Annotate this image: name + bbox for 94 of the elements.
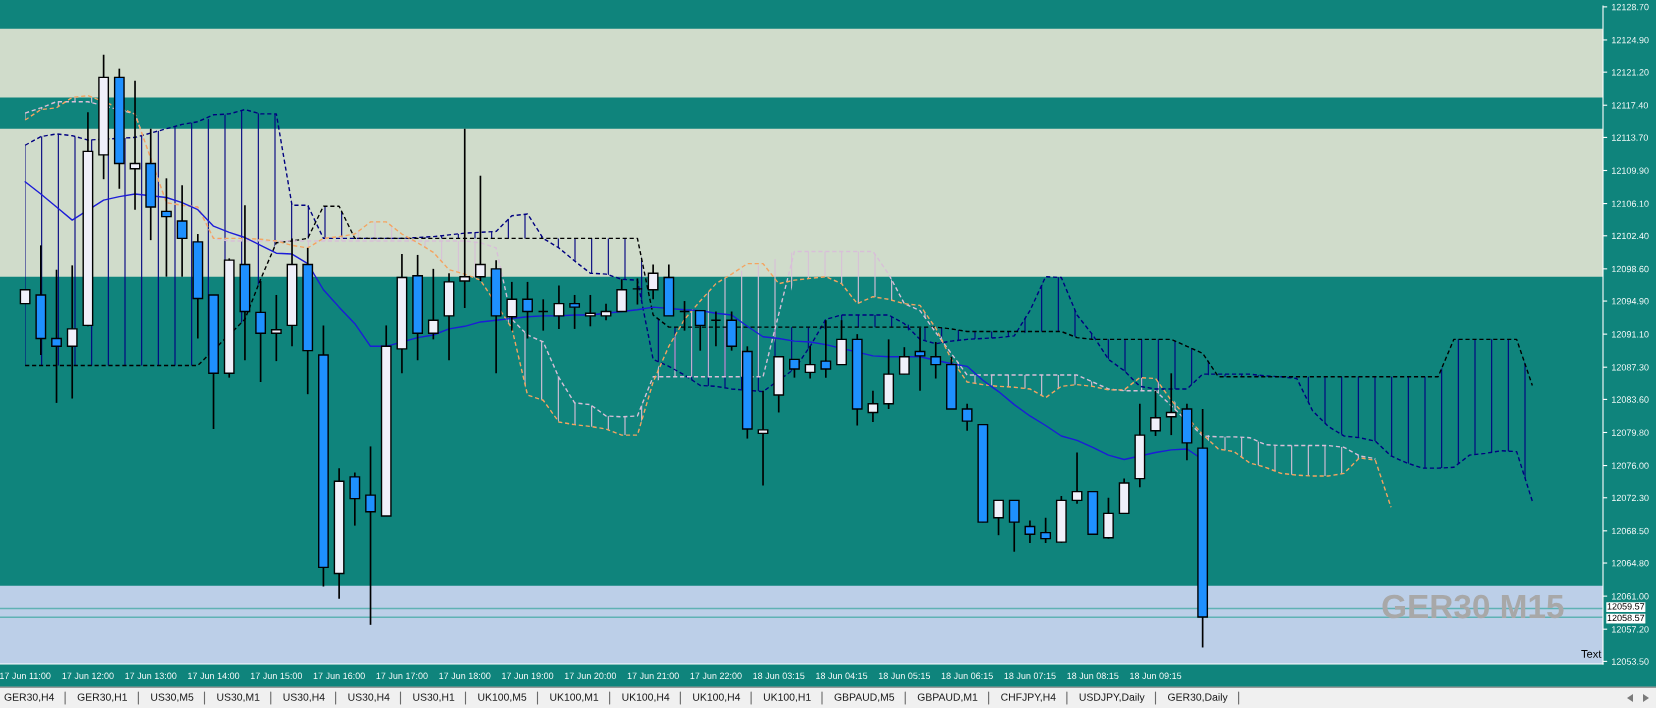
annotation: Text xyxy=(1581,650,1602,658)
y-tick-label: 12106.10 xyxy=(1612,200,1649,207)
y-tick-label: 12076.00 xyxy=(1612,462,1649,469)
x-tick-label: 18 Jun 08:15 xyxy=(1067,672,1119,679)
x-tick-label: 18 Jun 04:15 xyxy=(816,672,868,679)
candlestick xyxy=(647,263,659,301)
text: CHFJPY,H4 xyxy=(1001,693,1056,703)
candlestick xyxy=(270,294,282,362)
ref-line-label: 12058.57 xyxy=(1607,614,1645,622)
y-tick-label: 12094.90 xyxy=(1612,298,1649,305)
x-tick-label: 17 Jun 11:00 xyxy=(0,672,51,679)
candlestick xyxy=(804,345,816,380)
candlestick xyxy=(1040,516,1052,544)
candlestick xyxy=(930,341,942,380)
text: GER30,Daily xyxy=(1168,693,1228,703)
candlestick xyxy=(553,284,565,330)
candlestick xyxy=(365,445,376,626)
candlestick xyxy=(1008,499,1020,553)
x-tick-label: 17 Jun 14:00 xyxy=(188,672,240,679)
candlestick xyxy=(176,184,188,278)
x-tick-label: 17 Jun 18:00 xyxy=(439,672,491,679)
text: UK100,H4 xyxy=(693,693,741,703)
candlestick xyxy=(522,281,533,340)
x-tick-label: 17 Jun 13:00 xyxy=(125,672,177,679)
y-tick-label: 12102.40 xyxy=(1612,232,1649,240)
y-tick-label: 12117.40 xyxy=(1612,102,1648,109)
candlestick xyxy=(1150,389,1161,437)
candlestick xyxy=(161,177,172,278)
candlestick xyxy=(632,277,643,306)
candlestick xyxy=(1071,451,1083,505)
x-tick-label: 18 Jun 05:15 xyxy=(878,672,931,679)
x-tick-label: 17 Jun 22:00 xyxy=(690,672,742,679)
y-tick-label: 12109.90 xyxy=(1612,167,1649,174)
y-tick-label: 12128.70 xyxy=(1612,3,1649,11)
y-tick-label: 12057.20 xyxy=(1612,626,1649,633)
y-tick-label: 12087.30 xyxy=(1612,364,1649,371)
text: US30,H1 xyxy=(413,693,455,703)
text: US30,H4 xyxy=(283,693,325,703)
text: UK100,H1 xyxy=(763,693,811,703)
y-tick-label: 12064.80 xyxy=(1612,560,1649,567)
y-tick-label: 12083.60 xyxy=(1612,396,1649,403)
text: GBPAUD,M5 xyxy=(834,693,895,703)
candlestick xyxy=(820,319,832,379)
text: USDJPY,Daily xyxy=(1079,693,1145,703)
y-tick-label: 12091.10 xyxy=(1612,331,1649,338)
candlestick xyxy=(679,300,690,332)
y-tick-label: 12053.50 xyxy=(1612,658,1649,665)
y-tick-label: 12068.50 xyxy=(1612,527,1649,535)
x-tick-label: 17 Jun 15:00 xyxy=(250,672,303,679)
text: US30,H4 xyxy=(348,693,390,703)
candlestick xyxy=(349,471,361,527)
y-tick-label: 12072.30 xyxy=(1612,494,1649,502)
candlestick xyxy=(789,358,800,379)
text: US30,M5 xyxy=(151,693,194,703)
x-tick-label: 17 Jun 17:00 xyxy=(376,672,428,679)
candlestick xyxy=(1165,372,1177,436)
x-tick-label: 17 Jun 12:00 xyxy=(62,672,114,679)
x-tick-label: 17 Jun 16:00 xyxy=(313,672,365,679)
y-tick-label: 12113.70 xyxy=(1612,134,1648,141)
y-tick-label: 12124.90 xyxy=(1612,36,1649,44)
candlestick xyxy=(710,310,722,348)
candlestick xyxy=(867,389,879,423)
text: UK100,M5 xyxy=(478,693,527,703)
x-tick-label: 17 Jun 21:00 xyxy=(627,672,679,679)
text: UK100,H4 xyxy=(622,693,670,703)
candlestick xyxy=(584,294,596,328)
candlestick xyxy=(898,346,910,376)
ref-line-label: 12059.57 xyxy=(1607,603,1645,610)
candlestick xyxy=(694,309,706,352)
x-tick-label: 18 Jun 09:15 xyxy=(1130,672,1182,679)
y-tick-label: 12121.20 xyxy=(1612,69,1649,76)
text: GER30,H1 xyxy=(77,693,127,703)
candlestick xyxy=(255,280,267,383)
text: GBPAUD,M1 xyxy=(917,693,978,703)
y-tick-label: 12079.80 xyxy=(1612,429,1649,436)
x-tick-label: 17 Jun 20:00 xyxy=(564,672,617,679)
candlestick xyxy=(1024,519,1036,544)
y-tick-label: 12098.60 xyxy=(1612,265,1649,273)
candlestick xyxy=(427,268,439,341)
candlestick xyxy=(569,294,581,330)
candlestick xyxy=(506,281,518,332)
candlestick xyxy=(537,298,549,332)
x-tick-label: 18 Jun 03:15 xyxy=(753,672,805,679)
text: US30,M1 xyxy=(217,693,260,703)
x-tick-label: 17 Jun 19:00 xyxy=(502,672,554,679)
candlestick xyxy=(993,499,1004,537)
candlestick xyxy=(616,278,628,313)
candlestick xyxy=(757,389,769,487)
x-tick-label: 18 Jun 06:15 xyxy=(941,672,993,679)
x-tick-label: 18 Jun 07:15 xyxy=(1004,672,1056,679)
candlestick xyxy=(961,402,973,432)
text: UK100,M1 xyxy=(550,693,599,703)
y-tick-label: 12061.00 xyxy=(1612,593,1649,600)
text: GER30,H4 xyxy=(4,693,55,703)
